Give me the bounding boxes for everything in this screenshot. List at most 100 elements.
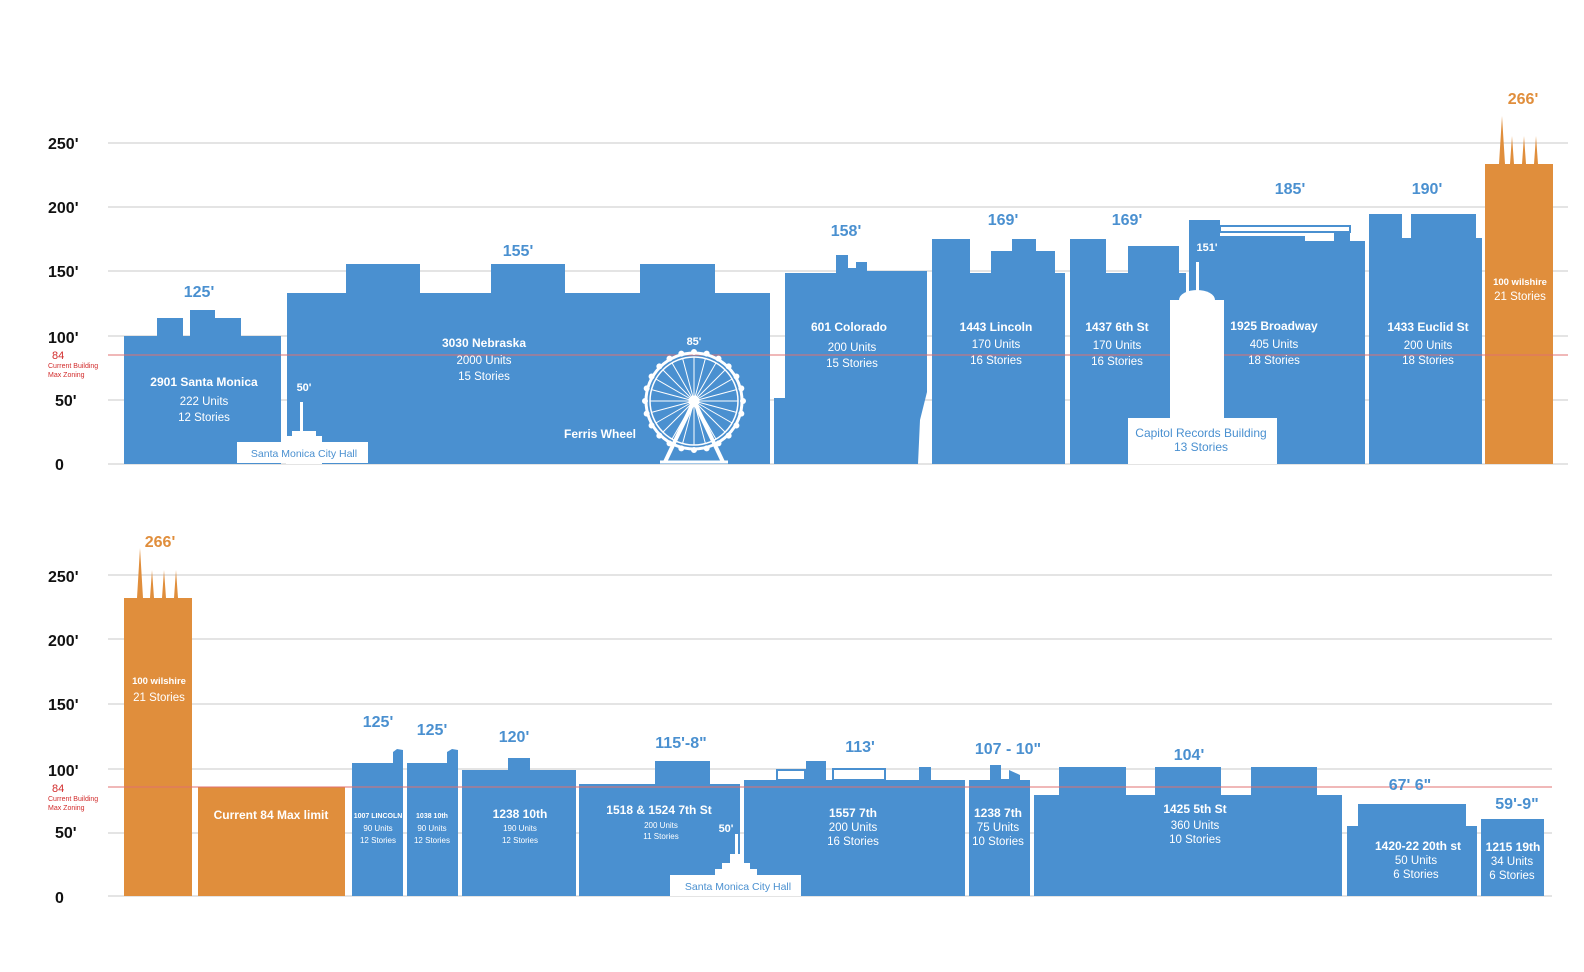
building-stories: 16 Stories (827, 836, 879, 848)
ferris-height: 85' (687, 336, 702, 348)
ferris-spoke (693, 400, 706, 444)
building-100-wilshire (1485, 164, 1553, 464)
building-stories: 6 Stories (1489, 870, 1535, 882)
ferris-gondola (648, 422, 655, 429)
building-name: 3030 Nebraska (442, 336, 526, 350)
building-units: 50 Units (1395, 855, 1437, 867)
height-label: 107 - 10" (975, 741, 1041, 758)
building-1215-19th (1481, 819, 1544, 896)
building-stories: 18 Stories (1402, 355, 1454, 367)
building-stories: 10 Stories (1169, 834, 1221, 846)
city-hall-name: Santa Monica City Hall (685, 881, 791, 893)
building-1925-broadway (1189, 220, 1365, 464)
building-1433-euclid (1369, 214, 1482, 464)
tick-label: 200' (48, 633, 79, 650)
tick-label: 0 (55, 890, 64, 907)
bottom-building-labels: 266' 100 wilshire 21 Stories Current 84 … (132, 534, 1540, 882)
building-units: 75 Units (977, 822, 1019, 834)
building-name: 1437 6th St (1085, 320, 1148, 334)
ferris-gondola (733, 422, 740, 429)
building-1518-1524-7th (579, 761, 740, 896)
ferris-spoke (693, 389, 737, 402)
bottom-buildings (124, 548, 1544, 896)
ferris-gondola (733, 373, 740, 380)
building-601-colorado (774, 255, 927, 464)
height-label: 169' (988, 212, 1019, 229)
ferris-gondola (725, 432, 732, 439)
ferris-gondola (715, 355, 722, 362)
building-name: 1443 Lincoln (960, 320, 1033, 334)
building-name: 1925 Broadway (1230, 319, 1318, 333)
ferris-name: Ferris Wheel (564, 427, 636, 441)
top-building-labels: 125' 2901 Santa Monica 222 Units 12 Stor… (150, 91, 1547, 424)
top-axis-labels: 250' 200' 150' 100' 50' 0 84 Current Bui… (48, 136, 98, 474)
building-1007-lincoln (352, 749, 403, 896)
ferris-gondola (656, 363, 663, 370)
building-name: Current 84 Max limit (214, 808, 329, 822)
building-units: 200 Units (828, 342, 877, 354)
building-1420-22-20th (1347, 804, 1477, 896)
building-units: 190 Units (503, 824, 537, 833)
city-hall-landmark (670, 834, 801, 896)
building-units: 200 Units (644, 821, 678, 830)
ferris-gondola (703, 350, 710, 357)
ferris-gondola (738, 410, 745, 417)
ferris-spoke (693, 400, 733, 424)
building-stories: 12 Stories (502, 836, 538, 845)
capitol-stories: 13 Stories (1174, 440, 1228, 454)
ferris-gondola (642, 398, 648, 404)
height-label: 120' (499, 729, 530, 746)
building-name: 1420-22 20th st (1375, 839, 1461, 853)
building-stories: 16 Stories (970, 355, 1022, 367)
ferris-gondola (740, 398, 746, 404)
ferris-wheel-icon (642, 349, 746, 464)
building-name: 1007 LINCOLN (354, 813, 403, 820)
tick-label: 150' (48, 697, 79, 714)
building-stories: 21 Stories (133, 692, 185, 704)
building-units: 90 Units (417, 824, 446, 833)
building-stories: 12 Stories (414, 836, 450, 845)
ferris-gondola (738, 385, 745, 392)
height-label: 266' (1508, 91, 1539, 108)
tick-label: 0 (55, 457, 64, 474)
building-name: 100 wilshire (1493, 277, 1547, 288)
tick-label: 100' (48, 763, 79, 780)
zoning-note: Current Building (48, 796, 98, 803)
ferris-gondola (703, 445, 710, 452)
ferris-spoke (693, 378, 733, 402)
tick-label: 50' (55, 825, 77, 842)
building-units: 405 Units (1250, 339, 1299, 351)
rooftop-structure (776, 769, 806, 781)
building-stories: 15 Stories (458, 371, 510, 383)
capitol-records-icon (1128, 262, 1277, 464)
building-1238-10th (462, 758, 576, 896)
height-label: 169' (1112, 212, 1143, 229)
ferris-spoke (651, 389, 695, 402)
antenna-icon (137, 548, 178, 598)
zoning-note: Max Zoning (48, 805, 85, 812)
zoning-value: 84 (52, 783, 64, 795)
ferris-spoke (693, 400, 726, 433)
building-units: 34 Units (1491, 856, 1533, 868)
ferris-spoke (671, 400, 695, 440)
ferris-spoke (662, 369, 695, 402)
building-name: 1215 19th (1486, 840, 1541, 854)
ferris-spoke (655, 400, 695, 424)
city-hall-landmark (237, 402, 368, 464)
building-stories: 10 Stories (972, 836, 1024, 848)
building-units: 170 Units (1093, 340, 1142, 352)
top-buildings (124, 116, 1553, 464)
current-max-limit-block (198, 787, 345, 896)
top-panel: 250' 200' 150' 100' 50' 0 84 Current Bui… (48, 91, 1568, 474)
zoning-value: 84 (52, 350, 64, 362)
capitol-name: Capitol Records Building (1135, 426, 1266, 440)
building-name: 100 wilshire (132, 676, 186, 687)
height-label: 113' (845, 739, 875, 756)
building-name: 1433 Euclid St (1387, 320, 1468, 334)
building-1038-10th (407, 749, 458, 896)
ferris-spoke (693, 400, 737, 413)
building-name: 2901 Santa Monica (150, 375, 258, 389)
ferris-spoke (671, 362, 695, 402)
building-stories: 16 Stories (1091, 356, 1143, 368)
ferris-spoke (682, 358, 695, 402)
